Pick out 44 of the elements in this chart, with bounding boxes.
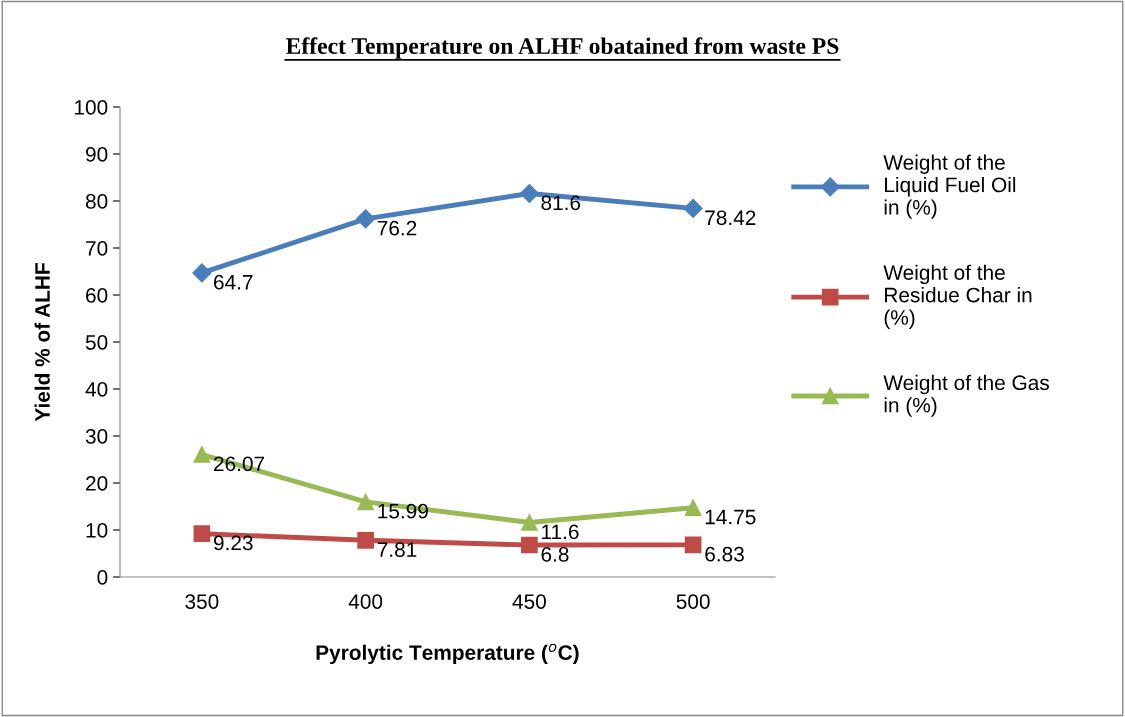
- point: [521, 514, 538, 531]
- y-tick-label: 100: [75, 100, 108, 115]
- data-label: 14.75: [705, 509, 756, 525]
- point: [684, 536, 702, 554]
- point: [192, 263, 212, 283]
- point: [357, 493, 374, 511]
- data-label: 11.6: [542, 524, 579, 540]
- x-tick-label: 450: [512, 594, 546, 609]
- data-label: 81.6: [541, 195, 581, 211]
- point: [519, 183, 539, 204]
- y-tick-label: 30: [85, 429, 108, 444]
- legend-label: Weight of the Liquid Fuel Oil in (%): [883, 154, 1016, 219]
- point: [193, 446, 211, 463]
- point: [356, 209, 376, 229]
- point: [521, 536, 538, 554]
- y-tick-label: 70: [86, 241, 108, 256]
- data-label: 15.99: [378, 503, 428, 519]
- legend-label: Weight of the Residue Char in (%): [883, 264, 1032, 329]
- data-label: 6.8: [541, 546, 569, 562]
- data-label: 78.42: [705, 210, 756, 226]
- data-label: 64.7: [214, 274, 253, 290]
- y-tick-label: 40: [85, 382, 108, 397]
- y-tick-label: 0: [97, 570, 108, 585]
- data-label: 76.2: [377, 220, 417, 236]
- data-label: 7.81: [377, 542, 417, 557]
- legend-label: Weight of the Gas in (%): [883, 374, 1049, 417]
- point: [684, 499, 702, 517]
- x-tick-label: 350: [185, 594, 219, 609]
- chart-title: Effect Temperature on ALHF obatained from waste PS: [286, 37, 839, 59]
- y-tick-label: 80: [85, 194, 108, 209]
- x-tick-label: 500: [676, 594, 710, 609]
- x-axis-title: Pyrolytic Temperature ($^{o}$C): [316, 643, 579, 665]
- data-label: 9.23: [213, 535, 253, 551]
- y-tick-label: 10: [86, 523, 108, 538]
- y-axis-title: Yield % of ALHF: [34, 263, 50, 422]
- x-tick-label: 400: [348, 594, 383, 609]
- y-tick-label: 90: [86, 147, 108, 162]
- point: [683, 198, 703, 218]
- y-tick-label: 60: [86, 288, 108, 303]
- point: [357, 531, 374, 549]
- data-label: 6.83: [705, 546, 744, 562]
- point: [193, 525, 211, 542]
- y-tick-label: 20: [86, 476, 108, 491]
- y-tick-label: 50: [85, 335, 108, 350]
